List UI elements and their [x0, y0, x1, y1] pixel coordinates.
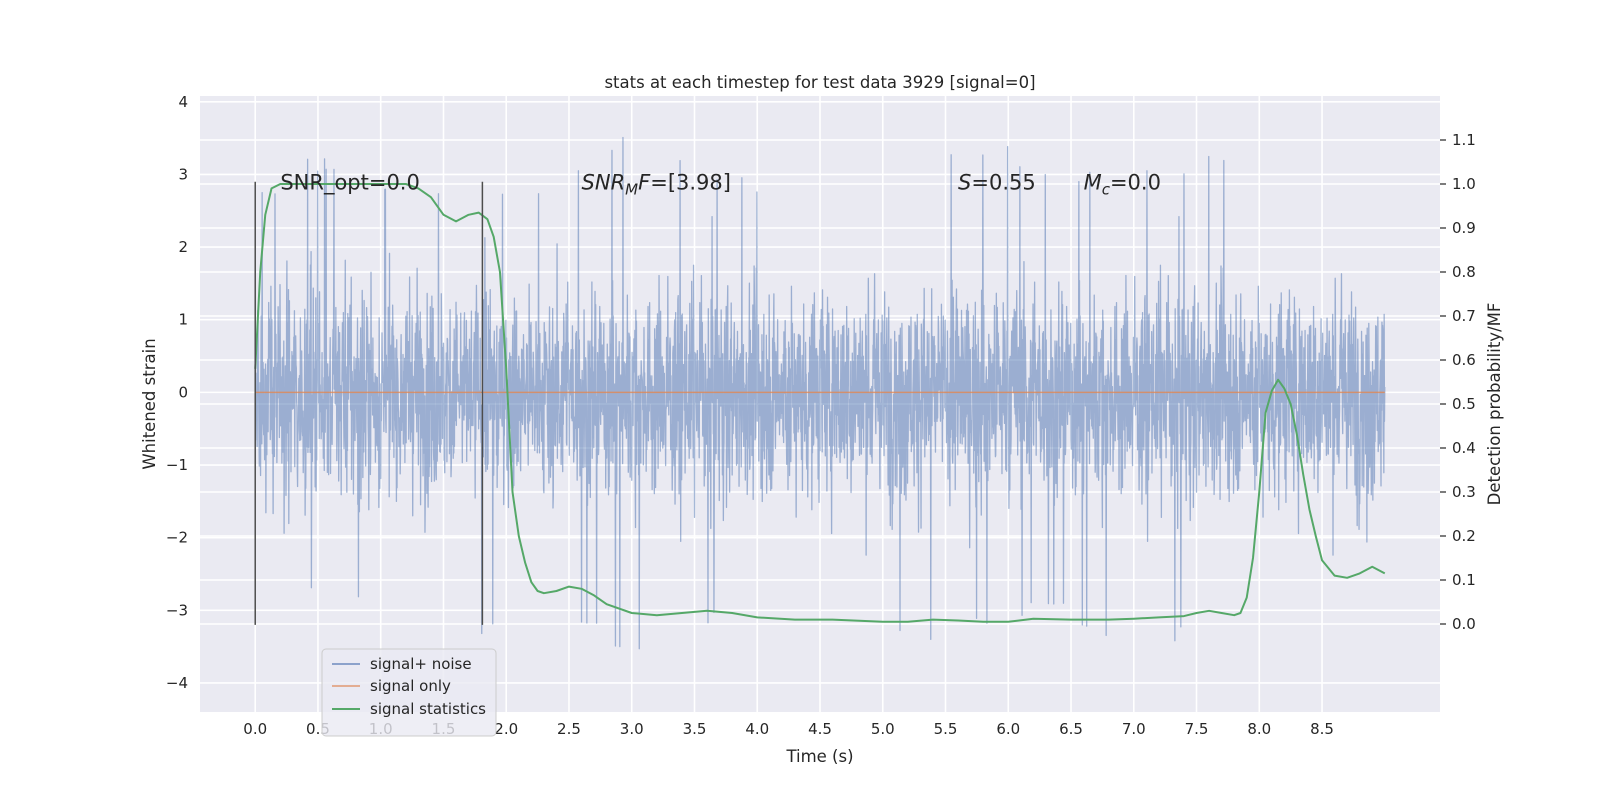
x-tick-label: 4.5	[808, 720, 832, 738]
y-tick-label: −1	[166, 456, 188, 474]
y-tick-label: 0	[178, 383, 188, 401]
x-tick-label: 2.0	[494, 720, 518, 738]
y-tick-label: −4	[166, 674, 188, 692]
x-tick-label: 8.0	[1247, 720, 1271, 738]
legend: signal+ noise signal only signal statist…	[321, 648, 497, 737]
x-tick-label: 0.0	[243, 720, 267, 738]
vertical-markers	[254, 181, 484, 625]
x-tick-label: 6.0	[996, 720, 1020, 738]
right-y-tick-label: 0.8	[1452, 263, 1476, 281]
right-y-tick-label: 0.1	[1452, 571, 1476, 589]
right-y-tick-labels: 0.0 0.1 0.2 0.3 0.4 0.5 0.6 0.7 0.8 0.9 1.0 1.1	[1440, 131, 1476, 633]
right-y-tick-label: 0.3	[1452, 483, 1476, 501]
legend-label-signal-noise: signal+ noise	[370, 655, 472, 673]
x-tick-label: 4.0	[745, 720, 769, 738]
series-layer	[254, 136, 1386, 650]
y-tick-label: −3	[166, 601, 188, 619]
x-tick-label: 3.5	[683, 720, 707, 738]
y-tick-label: 4	[178, 93, 188, 111]
y-tick-label: 1	[178, 311, 188, 329]
y-tick-label: 3	[178, 165, 188, 183]
left-y-tick-labels: −4 −3 −2 −1 0 1 2 3 4	[166, 93, 188, 692]
right-y-tick-label: 0.2	[1452, 527, 1476, 545]
y-tick-label: −2	[166, 529, 188, 547]
annotation-text: Mc=0.0	[1084, 171, 1161, 199]
y-tick-label: 2	[178, 238, 188, 256]
series-signal-noise	[254, 136, 1386, 650]
legend-label-signal-statistics: signal statistics	[370, 700, 486, 718]
annotation-text: SNRMF=[3.98]	[582, 171, 731, 199]
series-signal-statistics	[254, 183, 1386, 623]
annotation-text: SNR_opt=0.0	[280, 171, 420, 196]
annotations: SNR_opt=0.0 SNRMF=[3.98] S=0.55 Mc=0.0	[280, 171, 1161, 199]
right-y-tick-label: 0.5	[1452, 395, 1476, 413]
legend-box	[321, 648, 497, 737]
x-tick-label: 3.0	[620, 720, 644, 738]
right-y-tick-label: 1.1	[1452, 131, 1476, 149]
right-y-tick-label: 0.4	[1452, 439, 1476, 457]
x-tick-label: 7.5	[1185, 720, 1209, 738]
x-tick-label: 5.0	[871, 720, 895, 738]
x-tick-label: 6.5	[1059, 720, 1083, 738]
right-y-tick-label: 0.9	[1452, 219, 1476, 237]
right-y-tick-label: 0.7	[1452, 307, 1476, 325]
chart-title: stats at each timestep for test data 392…	[604, 73, 1035, 92]
x-tick-label: 2.5	[557, 720, 581, 738]
legend-label-signal-only: signal only	[370, 677, 451, 695]
right-y-tick-label: 0.0	[1452, 615, 1476, 633]
annotation-text: S=0.55	[958, 171, 1036, 195]
x-tick-label: 7.0	[1122, 720, 1146, 738]
x-axis-label: Time (s)	[785, 747, 853, 766]
y-axis-label: Whitened strain	[140, 338, 159, 469]
right-y-axis-label: Detection probability/MF	[1485, 303, 1504, 506]
right-y-tick-label: 0.6	[1452, 351, 1476, 369]
x-tick-label: 5.5	[934, 720, 958, 738]
right-y-tick-label: 1.0	[1452, 175, 1476, 193]
x-tick-label: 8.5	[1310, 720, 1334, 738]
